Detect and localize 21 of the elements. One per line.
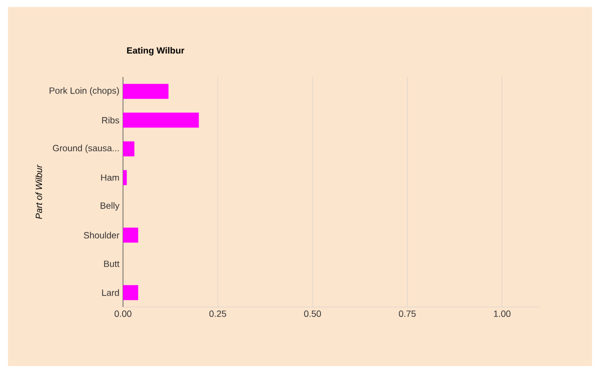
bar [123, 228, 138, 243]
x-tick-label: 0.50 [304, 310, 321, 317]
y-tick-label: Pork Loin (chops) [50, 87, 119, 96]
y-axis-title: Part of Wilbur [35, 164, 42, 219]
x-tick-label: 0.25 [209, 310, 226, 317]
y-tick-label: Ribs [102, 116, 120, 124]
x-tick-label: 0.75 [398, 310, 416, 317]
y-tick-label: Ham [101, 174, 119, 181]
y-tick-label: Butt [104, 260, 120, 268]
bar [123, 84, 168, 99]
y-tick-label: Lard [102, 289, 119, 296]
x-tick-label: 1.00 [494, 310, 510, 317]
bar [123, 141, 134, 156]
chart-title: Eating Wilbur [127, 47, 184, 56]
y-tick-label: Belly [100, 202, 120, 211]
bar [123, 285, 138, 300]
bar [123, 112, 199, 128]
x-tick-label: 0.00 [114, 310, 132, 317]
bar [123, 170, 127, 186]
y-tick-label: Shoulder [84, 232, 120, 238]
y-tick-label: Ground (sausa... [52, 144, 119, 154]
